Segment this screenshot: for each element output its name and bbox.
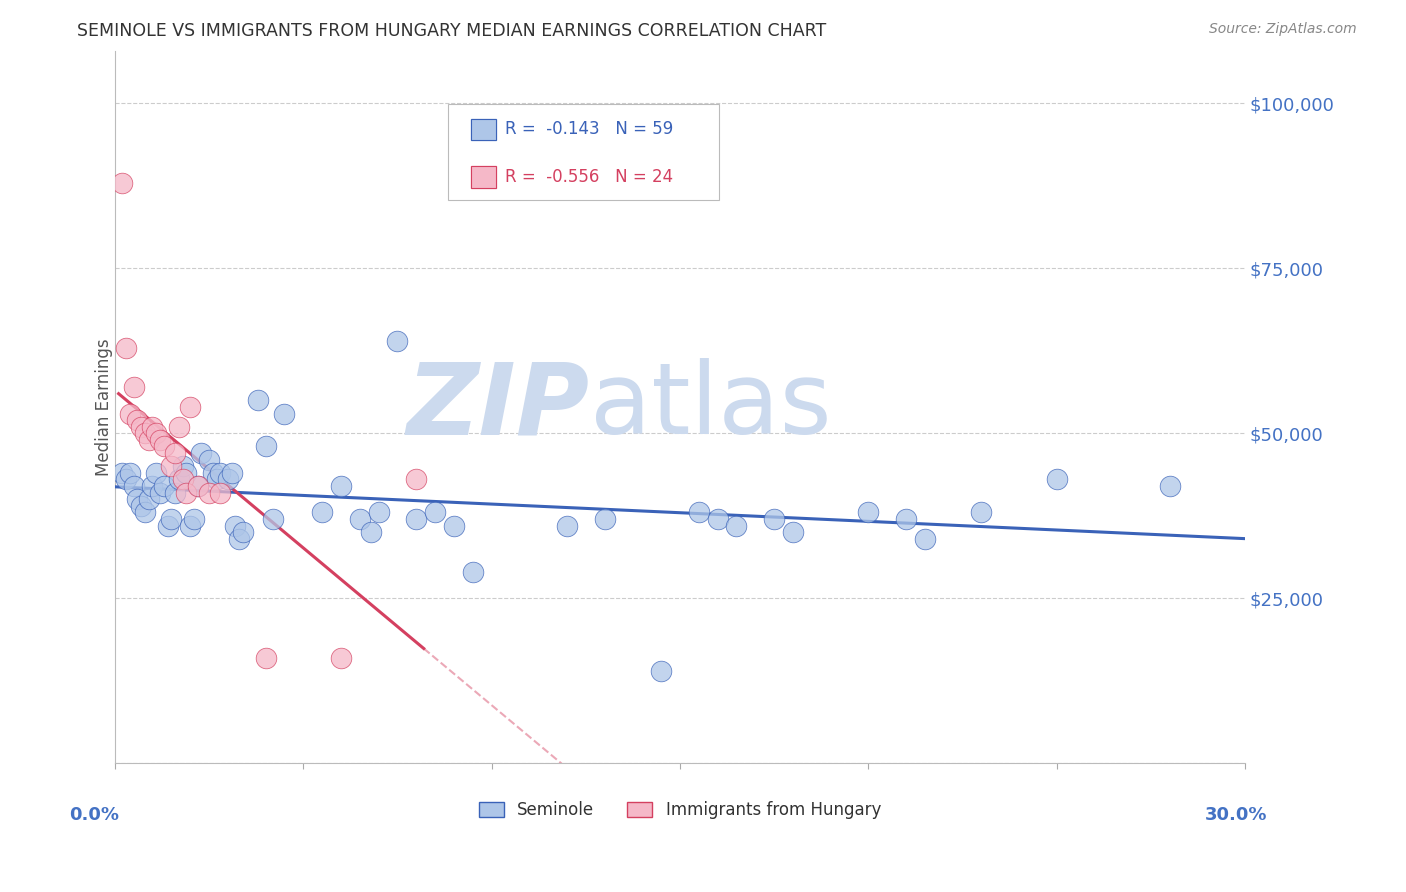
Point (115, 341, 138, 355)
Point (167, 419, 190, 434)
Point (221, 466, 243, 480)
Point (165, 446, 187, 460)
Bar (471, 166, 496, 188)
Point (311, 505, 333, 519)
Point (763, 512, 786, 526)
Point (118, 466, 141, 480)
Point (461, 565, 484, 579)
Point (138, 433, 160, 447)
Point (172, 459, 194, 474)
Point (127, 492, 149, 507)
Text: Source: ZipAtlas.com: Source: ZipAtlas.com (1209, 22, 1357, 37)
Point (111, 466, 134, 480)
Point (156, 518, 179, 533)
Point (209, 466, 232, 480)
Point (209, 485, 232, 500)
Point (172, 473, 194, 487)
Text: R =  -0.143   N = 59: R = -0.143 N = 59 (505, 120, 673, 138)
Text: SEMINOLE VS IMMIGRANTS FROM HUNGARY MEDIAN EARNINGS CORRELATION CHART: SEMINOLE VS IMMIGRANTS FROM HUNGARY MEDI… (77, 22, 827, 40)
Point (273, 407, 295, 421)
Point (111, 176, 134, 190)
Point (141, 419, 163, 434)
Text: R =  -0.556   N = 24: R = -0.556 N = 24 (505, 168, 673, 186)
Point (145, 426, 167, 441)
Point (725, 518, 748, 533)
Point (224, 518, 246, 533)
Point (176, 466, 198, 480)
Text: ZIP: ZIP (406, 359, 589, 456)
Point (141, 479, 163, 493)
Point (706, 512, 728, 526)
Point (782, 525, 804, 540)
Point (149, 485, 172, 500)
Bar (471, 119, 496, 140)
Point (555, 518, 578, 533)
Point (129, 419, 152, 434)
Legend: Seminole, Immigrants from Hungary: Seminole, Immigrants from Hungary (472, 795, 887, 826)
Point (122, 380, 145, 394)
Point (145, 466, 167, 480)
Point (198, 452, 221, 467)
Point (443, 518, 465, 533)
Point (190, 446, 212, 460)
Point (262, 512, 284, 526)
Point (153, 479, 176, 493)
Point (179, 400, 201, 414)
Point (858, 505, 880, 519)
Point (129, 499, 152, 513)
Point (127, 413, 149, 427)
Point (329, 479, 352, 493)
Point (970, 505, 993, 519)
Point (160, 459, 183, 474)
Point (153, 440, 176, 454)
Point (118, 407, 141, 421)
Point (179, 518, 201, 533)
Point (134, 426, 156, 441)
Point (187, 479, 209, 493)
Point (201, 466, 224, 480)
Point (149, 433, 172, 447)
FancyBboxPatch shape (449, 104, 720, 201)
Text: atlas: atlas (589, 359, 831, 456)
Point (246, 393, 269, 408)
Point (650, 664, 672, 678)
Bar (471, 119, 496, 140)
Point (134, 505, 156, 519)
Point (138, 492, 160, 507)
Point (387, 334, 409, 348)
Point (1046, 473, 1069, 487)
Point (122, 479, 145, 493)
Text: 30.0%: 30.0% (1205, 805, 1268, 824)
Point (360, 525, 382, 540)
Point (232, 525, 254, 540)
Point (894, 512, 917, 526)
Point (405, 473, 427, 487)
Point (423, 505, 446, 519)
Point (593, 512, 616, 526)
Bar (471, 166, 496, 188)
Point (405, 512, 427, 526)
Point (254, 650, 277, 665)
Point (198, 485, 221, 500)
Point (187, 479, 209, 493)
Point (349, 512, 371, 526)
Y-axis label: Median Earnings: Median Earnings (94, 338, 112, 475)
Point (688, 505, 710, 519)
Point (367, 505, 389, 519)
Point (228, 532, 250, 546)
Point (205, 473, 228, 487)
Point (165, 485, 187, 500)
Point (914, 532, 936, 546)
Point (183, 512, 205, 526)
Point (167, 473, 190, 487)
Point (1159, 479, 1181, 493)
Point (160, 512, 183, 526)
Point (254, 440, 277, 454)
Point (217, 473, 239, 487)
Point (115, 473, 138, 487)
Text: 0.0%: 0.0% (70, 805, 120, 824)
Point (176, 485, 198, 500)
Point (329, 650, 352, 665)
